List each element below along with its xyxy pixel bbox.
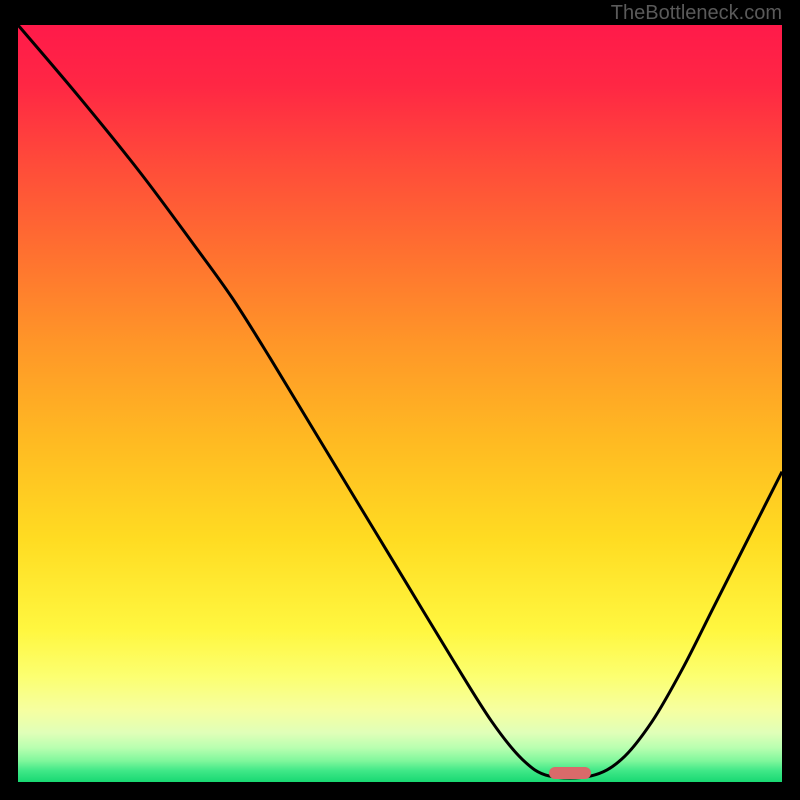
bottleneck-curve bbox=[18, 25, 782, 778]
optimal-marker bbox=[549, 767, 591, 778]
chart-area bbox=[18, 25, 782, 782]
curve-layer bbox=[18, 25, 782, 782]
watermark-text: TheBottleneck.com bbox=[611, 2, 782, 25]
